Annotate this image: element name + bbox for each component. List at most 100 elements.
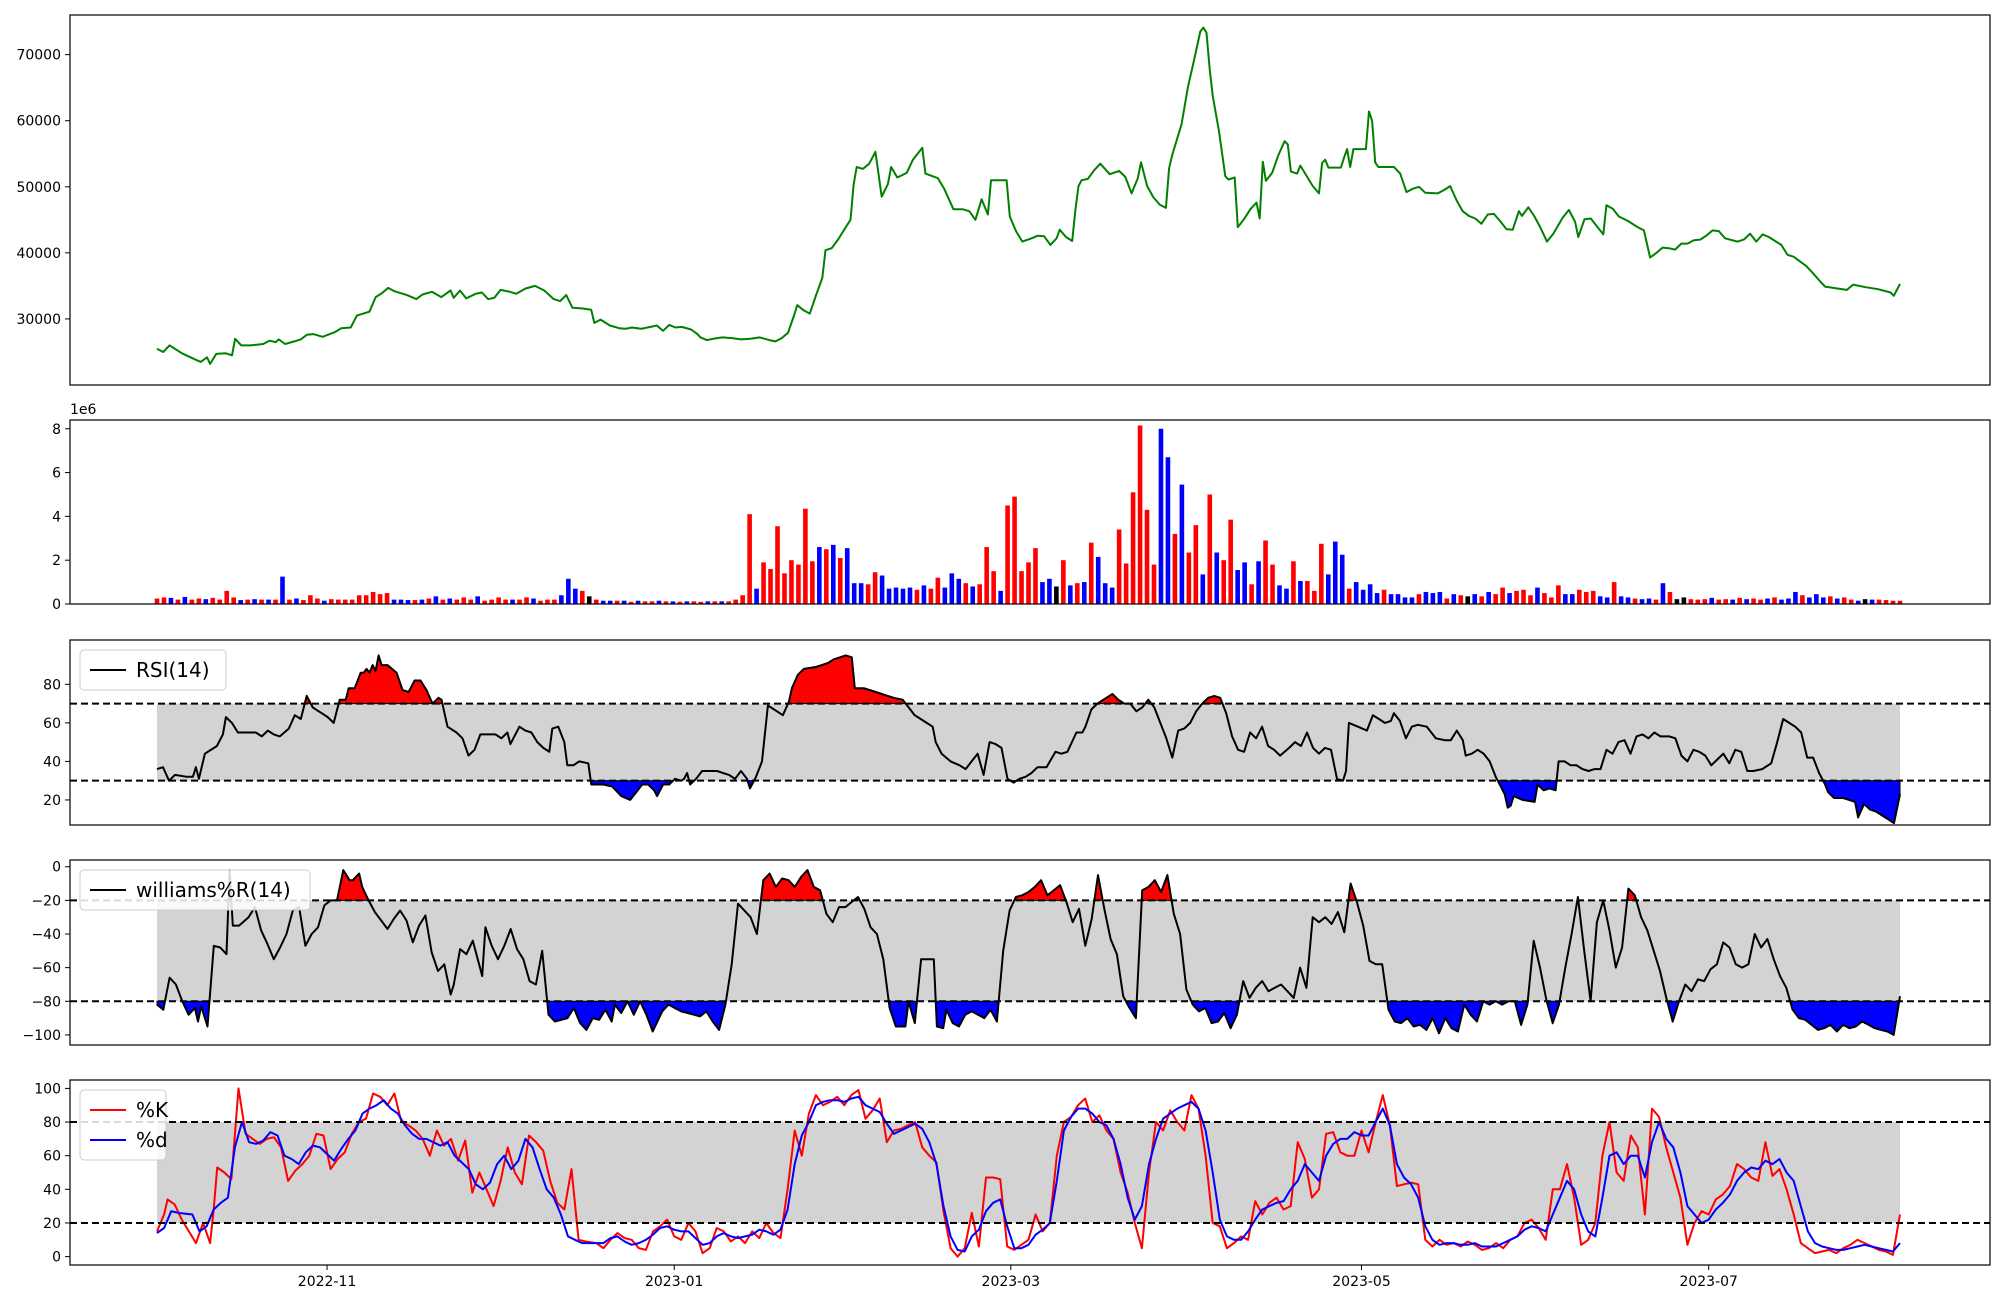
volume-bar [586,596,592,604]
volume-bar [1458,595,1464,604]
volume-bar [1416,594,1422,604]
volume-bar [1549,597,1554,604]
volume-exponent-label: 1e6 [70,402,97,418]
volume-bar [1604,597,1610,604]
volume-bar [1235,570,1240,604]
volume-bar [670,601,676,604]
volume-bar [1123,563,1129,604]
volume-bar [1095,556,1101,604]
volume-bar [1779,599,1784,604]
volume-bar [907,587,913,604]
volume-bar [1242,562,1247,604]
volume-bar [733,599,738,604]
stochastic-plot-frame [69,1079,1991,1266]
volume-bar [1653,599,1659,604]
stochastic-legend: %K %d [79,1089,169,1161]
volume-bar [245,599,250,604]
williams-ytick-label: −60 [31,961,61,977]
volume-ytick-label: 4 [52,509,61,525]
volume-bar [538,600,543,604]
volume-bar [1151,564,1157,604]
volume-bar [1695,599,1701,604]
volume-bar [1374,593,1380,604]
volume-bar [510,599,515,604]
rsi-series-line-1 [156,654,1901,825]
volume-bar [761,562,766,604]
volume-bar [1855,600,1861,604]
volume-bar [1862,599,1868,604]
volume-bar [1814,594,1819,604]
volume-bar [517,599,522,604]
volume-bar [419,599,425,604]
volume-bar [963,583,969,604]
volume-bar [663,601,669,604]
price-panel: 30000 40000 50000 60000 70000 [16,14,1991,386]
volume-bar [1388,594,1394,604]
williams-threshold-band [157,900,1900,1002]
volume-bar [1493,594,1498,604]
volume-bar [280,576,285,604]
volume-bar [329,599,334,604]
volume-bar [531,598,536,604]
volume-bar [238,600,243,604]
price-ytick-label: 70000 [16,48,61,64]
volume-bar [621,600,627,604]
volume-bar [1298,581,1303,604]
volume-bar [1033,548,1038,604]
volume-bar [1165,457,1171,604]
volume-bar [349,599,355,604]
volume-bar [210,597,216,604]
volume-bar [252,599,257,604]
volume-bar [1841,597,1847,604]
volume-bar [1681,597,1687,604]
volume-bar [1012,496,1017,604]
stochastic-ytick-label: 80 [43,1115,61,1131]
williams-ytick-label: 0 [52,860,61,876]
volume-bar [398,599,404,604]
volume-bar [705,601,711,604]
volume-bar [1040,582,1045,604]
volume-bar [991,571,996,604]
volume-bar [475,596,481,604]
volume-ytick-label: 2 [52,553,61,569]
volume-bar [593,599,599,604]
volume-bar [1611,582,1617,604]
rsi-ytick-label: 60 [43,716,61,732]
volume-ytick-label: 0 [52,597,61,613]
volume-bar [1381,589,1387,604]
volume-bar [858,583,864,604]
xtick-label: 2022-11 [298,1274,357,1290]
volume-bar [803,508,808,604]
volume-bar [1869,599,1875,604]
volume-bar [1542,593,1547,604]
volume-bar [1312,590,1317,604]
volume-bar [426,598,432,604]
volume-bar [1193,525,1199,604]
volume-bar [872,572,878,604]
volume-bar [1054,586,1059,604]
xtick-label: 2023-07 [1679,1274,1738,1290]
volume-ytick-label: 6 [52,466,61,482]
volume-bar [461,597,467,604]
volume-bar [810,561,815,604]
volume-bar [545,599,550,604]
volume-bar [496,597,501,604]
volume-bar [1409,597,1415,604]
volume-bar [1632,598,1638,604]
volume-bar [1423,591,1429,604]
volume-bar [1395,594,1401,604]
volume-bar [468,599,474,604]
volume-bar [1228,519,1233,604]
rsi-ytick-label: 40 [43,754,61,770]
volume-bar [1702,599,1708,604]
volume-bar [1109,587,1115,604]
volume-bar [837,558,843,604]
volume-bar [1563,594,1568,604]
volume-bar [677,601,683,604]
volume-bar [273,599,278,604]
volume-bar [1325,574,1331,604]
volume-bar [1556,585,1561,604]
stochastic-series-line-2 [156,1095,1901,1253]
volume-bar [489,599,494,604]
